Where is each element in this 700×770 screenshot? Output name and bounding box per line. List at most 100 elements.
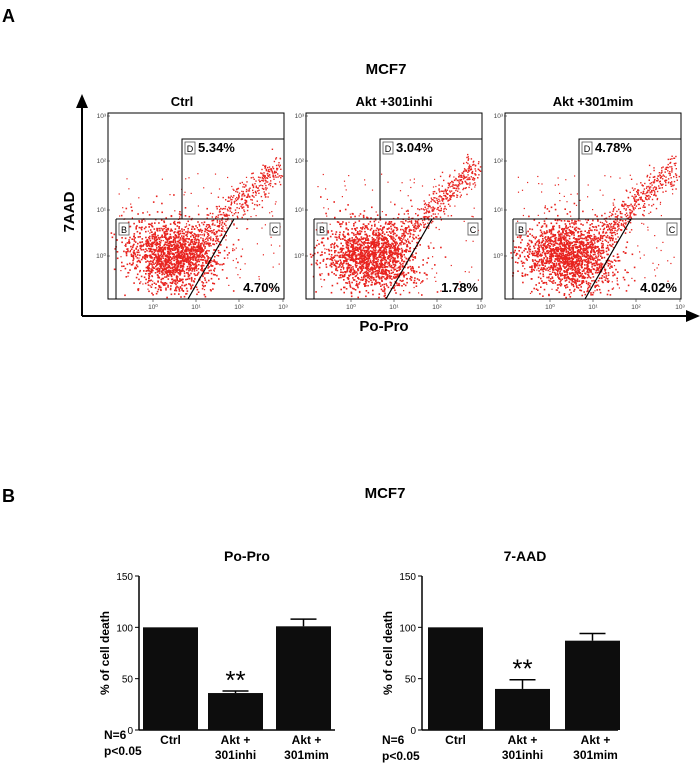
x-tick-label: 10² <box>631 304 641 311</box>
category-label: Ctrl <box>160 733 181 747</box>
category-label: Akt + <box>508 733 538 747</box>
y-tick-label: 10³ <box>295 113 305 120</box>
footnote-p-right: p<0.05 <box>382 749 420 763</box>
x-tick-label: 10³ <box>278 304 288 311</box>
bar <box>276 626 331 730</box>
quadrant-box <box>184 141 196 155</box>
quadrant-box <box>269 222 281 236</box>
bar-group: ** Akt +301inhi <box>208 665 263 762</box>
bar-chart-title: 7-AAD <box>504 548 547 564</box>
panel-a-title: MCF7 <box>366 61 407 78</box>
flow-dots <box>110 148 284 299</box>
flow-dots <box>510 155 680 299</box>
y-tick-label: 50 <box>405 675 417 686</box>
y-tick-label: 0 <box>410 726 416 737</box>
y-tick-label: 10² <box>494 158 504 165</box>
y-tick-label: 10⁰ <box>493 252 503 260</box>
bar-chart-title: Po-Pro <box>224 548 270 564</box>
category-label: Ctrl <box>445 733 466 747</box>
bar-chart-y-label: % of cell death <box>98 611 112 695</box>
flow-plot-frame <box>305 112 483 300</box>
panel-a-letter: A <box>2 6 15 26</box>
panel-b-title: MCF7 <box>365 485 406 502</box>
percent-quadrant-c: 1.78% <box>441 280 478 295</box>
y-tick-label: 10² <box>97 158 107 165</box>
quadrant-label: C <box>272 225 279 235</box>
quadrant-label: C <box>470 225 477 235</box>
y-tick-label: 10¹ <box>97 207 107 214</box>
y-tick-label: 100 <box>116 623 133 634</box>
category-label: Akt + <box>581 733 611 747</box>
quadrant-label: D <box>187 144 194 154</box>
bar-group: Akt +301mim <box>565 632 620 762</box>
percent-quadrant-d: 5.34% <box>198 140 235 155</box>
y-tick-label: 150 <box>116 572 133 583</box>
quadrant-label: B <box>319 225 325 235</box>
quadrant-label: C <box>669 225 676 235</box>
bar-group: ** Akt +301inhi <box>495 654 550 762</box>
x-tick-label: 10¹ <box>191 304 201 311</box>
gate-diagonal <box>187 218 235 300</box>
y-tick-label: 10¹ <box>494 207 504 214</box>
gate-diagonal <box>584 218 632 300</box>
significance-mark: ** <box>512 654 532 684</box>
footnote-n-left: N=6 <box>104 728 127 742</box>
x-tick-label: 10⁰ <box>545 303 555 311</box>
flow-plot-title: Ctrl <box>171 94 193 109</box>
flow-plot-title: Akt +301inhi <box>356 94 433 109</box>
flow-plot-1: Ctrl B C D 5.34% 4.70% 10⁰ 10⁰ 10¹ 10¹ 10² 10² 10³ 10… <box>96 94 288 311</box>
quadrant-box <box>666 222 678 236</box>
y-tick-label: 10⁰ <box>96 252 106 260</box>
y-tick-label: 0 <box>127 726 133 737</box>
y-tick-label: 100 <box>399 623 416 634</box>
percent-quadrant-d: 4.78% <box>595 140 632 155</box>
percent-quadrant-c: 4.02% <box>640 280 677 295</box>
significance-mark: ** <box>225 665 245 695</box>
x-tick-label: 10¹ <box>588 304 598 311</box>
y-tick-label: 10¹ <box>295 207 305 214</box>
gate-d <box>578 138 681 219</box>
percent-quadrant-d: 3.04% <box>396 140 433 155</box>
category-label: Akt + <box>292 733 322 747</box>
bar-group: Ctrl <box>428 627 483 747</box>
x-tick-label: 10⁰ <box>346 303 356 311</box>
y-tick-label: 10⁰ <box>294 252 304 260</box>
panel-b-letter: B <box>2 486 15 506</box>
quadrant-box <box>382 141 394 155</box>
quadrant-label: B <box>121 225 127 235</box>
bar-chart-1: Po-Pro % of cell death 0 50 100 150 Ctrl ** Akt … <box>98 548 335 762</box>
category-label: 301inhi <box>502 748 543 762</box>
x-tick-label: 10¹ <box>389 304 399 311</box>
panel-a-x-arrow <box>686 310 700 322</box>
y-tick-label: 10² <box>295 158 305 165</box>
panel-a-y-arrow <box>76 94 88 108</box>
y-tick-label: 10³ <box>494 113 504 120</box>
bar-group: Ctrl <box>143 627 198 747</box>
quadrant-box <box>581 141 593 155</box>
x-tick-label: 10³ <box>675 304 685 311</box>
quadrant-box <box>467 222 479 236</box>
flow-dots <box>309 153 482 299</box>
footnote-n-right: N=6 <box>382 733 405 747</box>
bar <box>208 693 263 730</box>
gate-diagonal <box>385 218 433 300</box>
x-tick-label: 10⁰ <box>148 303 158 311</box>
flow-plot-3: Akt +301mim B C D 4.78% 4.02% 10⁰ 10⁰ 10¹ 10¹ 10² 1… <box>493 94 685 311</box>
bar <box>495 688 550 730</box>
y-tick-label: 150 <box>399 572 416 583</box>
bar-chart-2: 7-AAD % of cell death 0 50 100 150 Ctrl ** Akt +… <box>381 548 620 762</box>
quadrant-label: D <box>584 144 591 154</box>
panel-a-x-label: Po-Pro <box>359 318 408 335</box>
bar-group: Akt +301mim <box>276 618 331 762</box>
bar-chart-y-label: % of cell death <box>381 611 395 695</box>
flow-plot-title: Akt +301mim <box>553 94 634 109</box>
footnote-p-left: p<0.05 <box>104 744 142 758</box>
gate-d <box>181 138 284 219</box>
bar <box>143 627 198 730</box>
quadrant-label: B <box>518 225 524 235</box>
gate-d <box>379 138 482 219</box>
x-tick-label: 10² <box>432 304 442 311</box>
x-tick-label: 10² <box>234 304 244 311</box>
panel-a-y-label: 7AAD <box>61 191 78 232</box>
